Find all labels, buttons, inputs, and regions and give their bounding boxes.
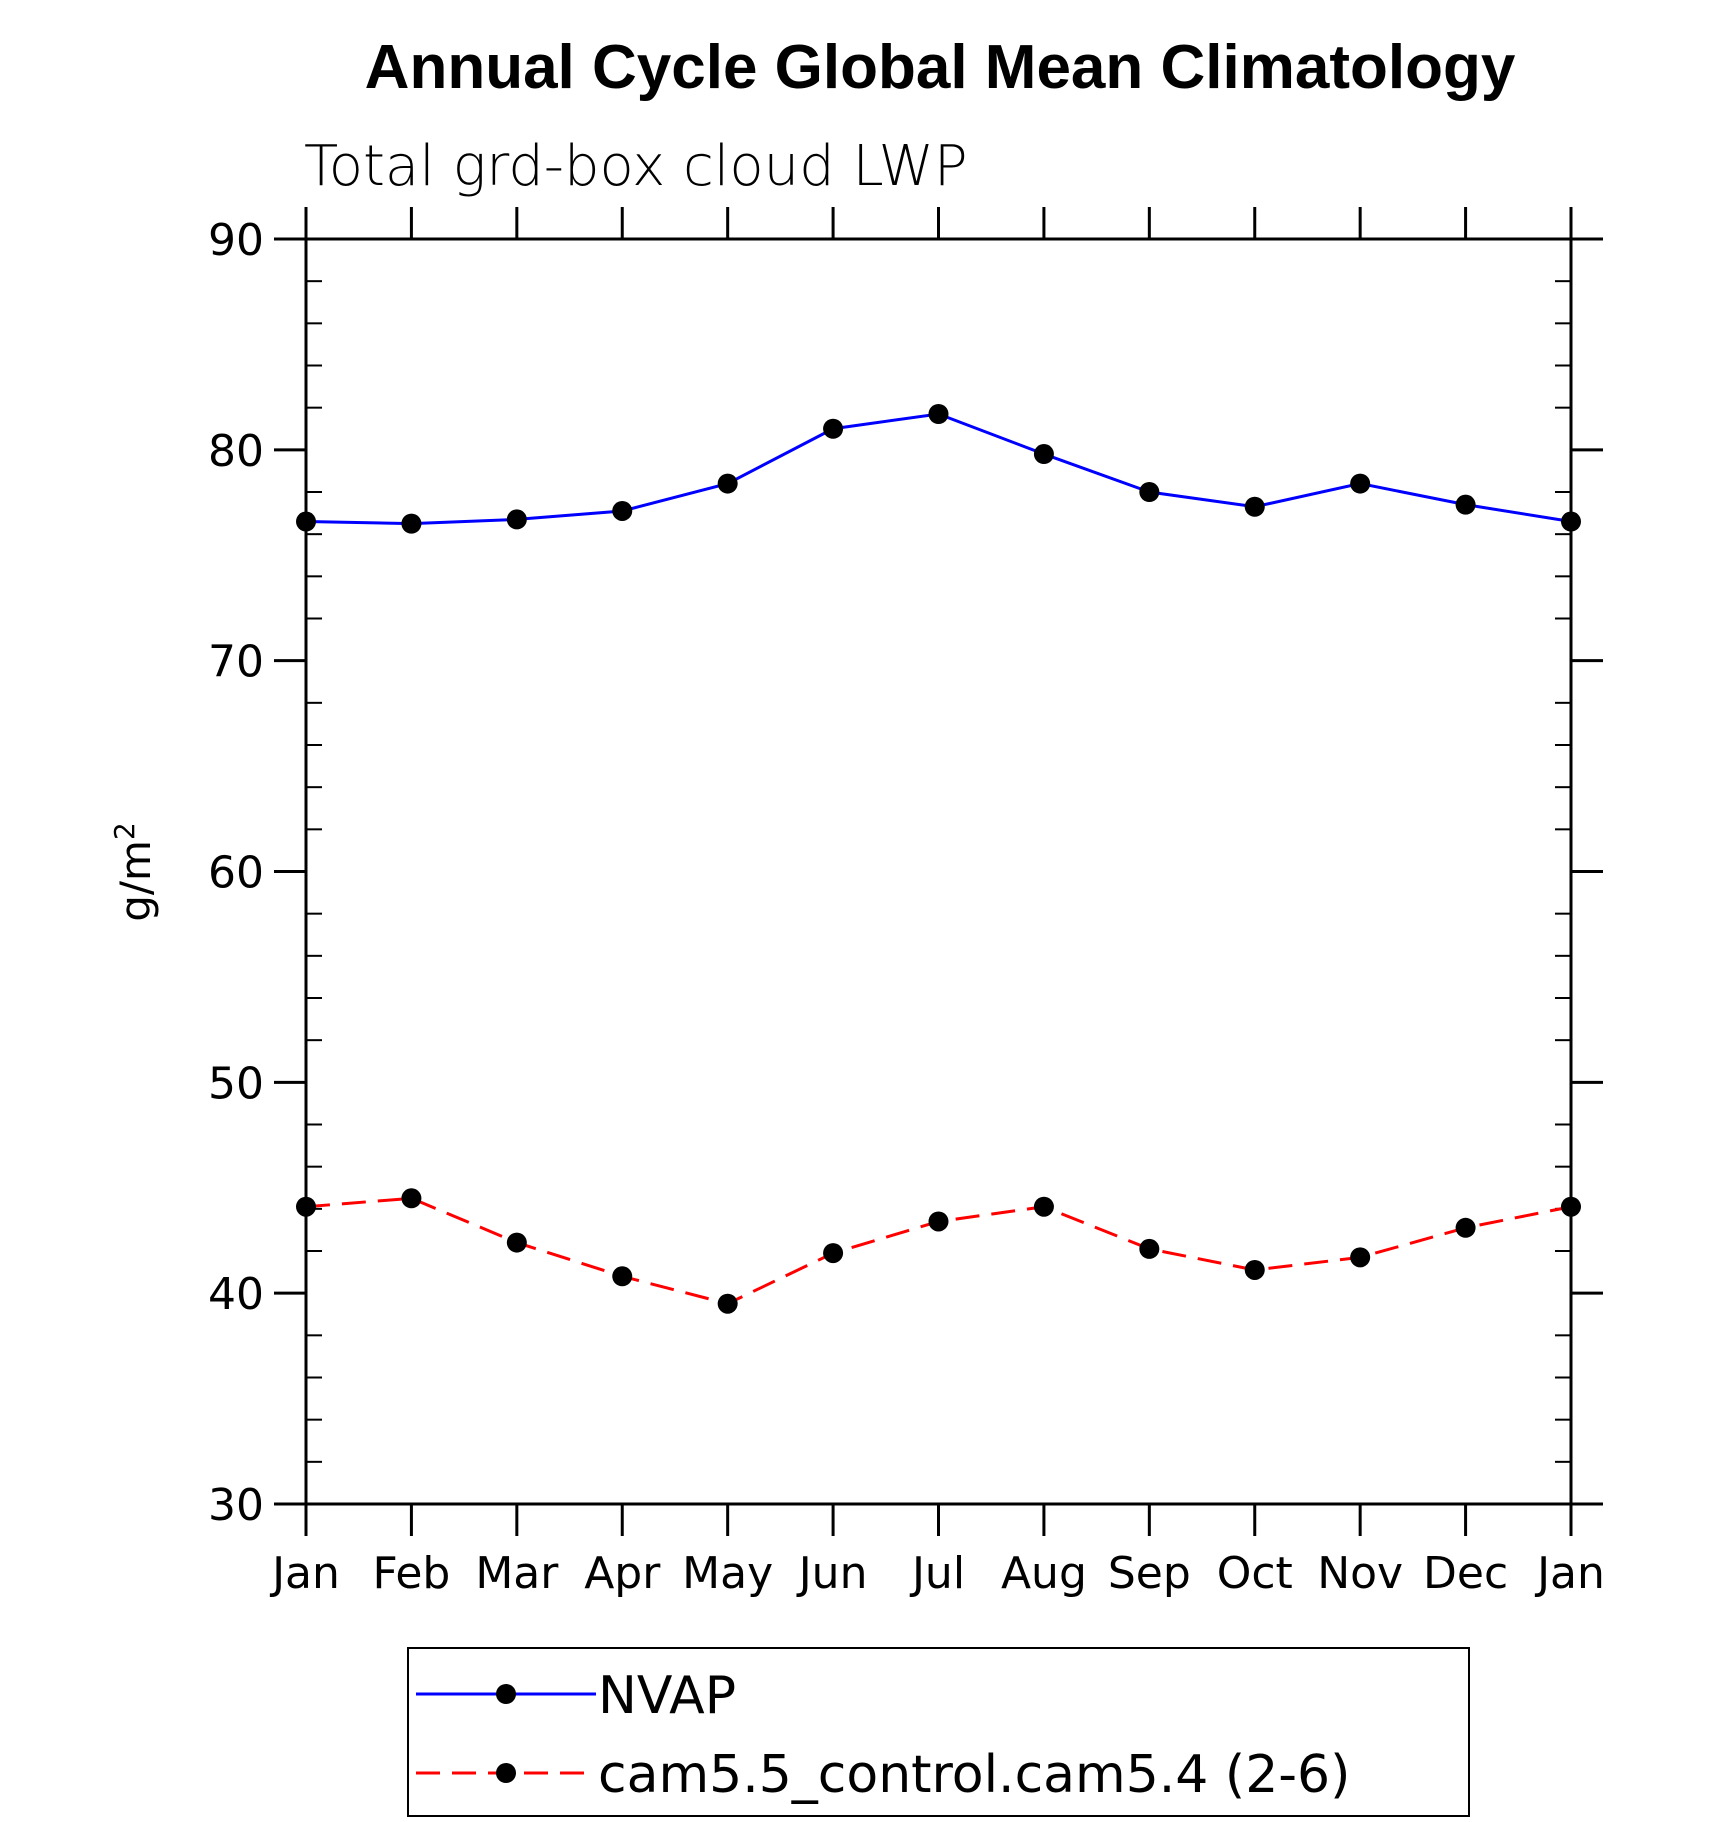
y-axis-label-superscript: 2: [108, 822, 141, 840]
series-1-point: [401, 1188, 422, 1209]
y-tick-label: 80: [208, 426, 264, 477]
y-tick-label: 30: [208, 1480, 264, 1531]
series-0-point: [823, 418, 844, 439]
series-1-point: [296, 1196, 316, 1217]
plot-series: [296, 403, 1581, 1314]
series-0-point: [1561, 511, 1581, 532]
y-tick-label: 90: [208, 215, 264, 266]
legend-label-1: cam5.5_control.cam5.4 (2-6): [598, 1745, 1350, 1805]
x-tick-label: Nov: [1317, 1548, 1403, 1599]
series-0-point: [401, 513, 422, 534]
y-tick-label: 50: [208, 1058, 264, 1109]
y-tick-label: 60: [208, 848, 264, 899]
series-1-point: [1350, 1247, 1371, 1268]
x-tick-label: Feb: [372, 1548, 450, 1599]
series-1-point: [928, 1211, 949, 1232]
x-tick-label: Oct: [1217, 1548, 1293, 1599]
series-0-point: [928, 403, 949, 424]
series-1-point: [612, 1266, 633, 1287]
series-line-0: [305, 412, 1572, 526]
series-1-point: [1139, 1238, 1160, 1259]
x-tick-label: May: [682, 1548, 773, 1599]
x-tick-label: Dec: [1423, 1548, 1508, 1599]
series-0-point: [1139, 482, 1160, 502]
legend-marker-1: [496, 1763, 516, 1783]
legend: NVAP cam5.5_control.cam5.4 (2-6): [407, 1647, 1470, 1817]
x-tick-label: Sep: [1108, 1548, 1191, 1599]
series-1-point: [1244, 1259, 1265, 1280]
legend-marker-0: [496, 1684, 516, 1704]
x-tick-label: Apr: [584, 1548, 661, 1599]
series-1-point: [506, 1232, 527, 1253]
x-tick-label: Jul: [909, 1548, 965, 1599]
series-0-point: [1033, 444, 1054, 465]
series-0-point: [296, 511, 316, 532]
y-axis-label: g/m2: [108, 822, 160, 922]
series-1-point: [1561, 1196, 1581, 1217]
x-tick-label: Jun: [796, 1548, 868, 1599]
plot-axes: Jan Feb Mar Apr May Jun Jul Aug Sep Oct Nov Dec Jan3…: [208, 207, 1605, 1599]
y-axis-label-text: g/m: [111, 840, 160, 922]
y-tick-label: 70: [208, 637, 264, 688]
x-tick-label: Aug: [1001, 1548, 1087, 1599]
chart-title: Annual Cycle Global Mean Climatology: [365, 33, 1516, 102]
chart-subtitle: Total grd-box cloud LWP: [304, 134, 968, 199]
x-tick-label: Jan: [1534, 1548, 1605, 1599]
series-0-point: [1244, 496, 1265, 517]
x-tick-label: Jan: [269, 1548, 340, 1599]
series-0-point: [1350, 473, 1371, 494]
legend-box: [407, 1647, 1470, 1817]
series-1-point: [1033, 1196, 1054, 1217]
legend-label-0: NVAP: [598, 1666, 736, 1726]
series-1-point: [717, 1293, 738, 1314]
series-0-point: [506, 509, 527, 530]
y-tick-label: 40: [208, 1269, 264, 1320]
series-1-point: [1455, 1217, 1476, 1238]
series-1-point: [823, 1243, 844, 1264]
plot-frame: [304, 237, 1573, 1506]
series-0-point: [717, 473, 738, 494]
series-0-point: [1455, 494, 1476, 515]
x-tick-label: Mar: [475, 1548, 559, 1599]
series-0-point: [612, 500, 633, 521]
